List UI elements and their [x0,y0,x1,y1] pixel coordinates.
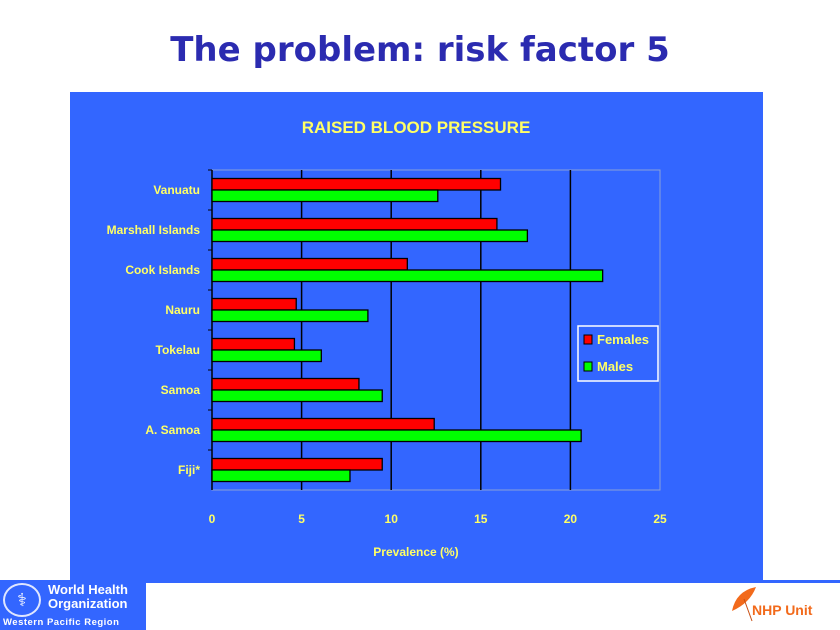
legend [577,325,659,382]
bar-males [211,469,351,483]
x-tick-label: 5 [298,512,305,526]
bar-females [211,297,297,311]
category-label: Marshall Islands [107,223,201,237]
bar-females [211,457,383,471]
bar-males [211,309,369,323]
bar-males [211,269,604,283]
who-emblem-icon: ⚕ [3,583,41,617]
bar-females [211,377,360,391]
legend-swatch-males [583,361,593,372]
bar-females [211,417,435,431]
who-name: World Health Organization [48,582,128,611]
footer-divider [146,580,840,583]
category-label: A. Samoa [145,423,200,437]
bar-females [211,257,408,271]
nhp-unit-label: NHP Unit [752,602,813,618]
bar-chart: RAISED BLOOD PRESSURE 0 5 10 15 20 25 Prevalenc… [107,118,667,559]
bar-females [211,217,498,231]
legend-label: Males [597,359,633,374]
slide-title: The problem: risk factor 5 [170,30,670,70]
bar-males [211,389,383,403]
legend-swatch-females [583,334,593,345]
bar-males [211,189,439,203]
nhp-unit-logo: NHP Unit [728,585,828,625]
x-axis-label: Prevalence (%) [373,545,458,559]
category-label: Tokelau [156,343,200,357]
who-region: Western Pacific Region [3,617,120,628]
category-label: Fiji* [178,463,200,477]
category-label: Nauru [165,303,200,317]
legend-label: Females [597,332,649,347]
umbrella-icon [732,587,756,622]
chart-panel: RAISED BLOOD PRESSURE 0 5 10 15 20 25 Prevalenc… [70,92,763,580]
bar-males [211,349,322,363]
x-tick-label: 15 [474,512,488,526]
who-logo: ⚕ World Health Organization Western Paci… [0,580,146,630]
x-tick-label: 25 [653,512,667,526]
x-tick-label: 10 [385,512,399,526]
category-label: Vanuatu [153,183,200,197]
x-tick-label: 0 [209,512,216,526]
chart-title: RAISED BLOOD PRESSURE [302,118,531,137]
category-label: Cook Islands [125,263,200,277]
bar-females [211,177,502,191]
x-tick-label: 20 [564,512,578,526]
bar-males [211,429,582,443]
bar-females [211,337,296,351]
bar-males [211,229,529,243]
category-label: Samoa [161,383,201,397]
